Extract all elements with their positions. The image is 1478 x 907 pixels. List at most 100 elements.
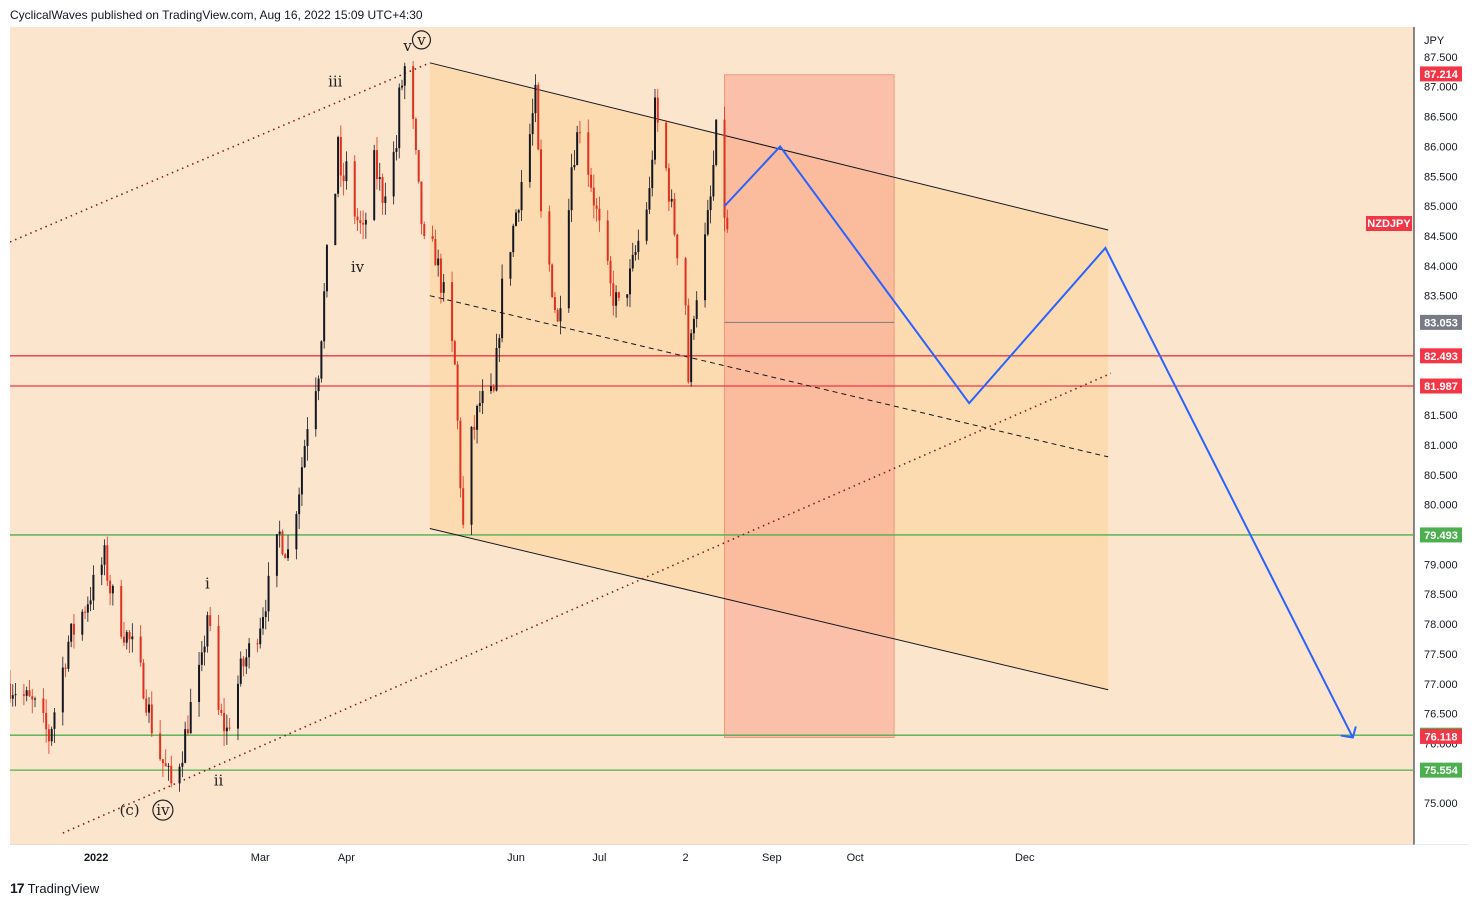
projection-arrowhead bbox=[1340, 726, 1357, 739]
candle-body-162 bbox=[637, 240, 640, 253]
price-badge-label-0: 87.214 bbox=[1424, 69, 1459, 81]
candle-body-109 bbox=[434, 239, 437, 266]
candle-body-127 bbox=[501, 278, 504, 339]
candle-body-167 bbox=[656, 97, 659, 123]
candle-body-98 bbox=[392, 151, 395, 197]
y-tick-24: 87.000 bbox=[1424, 82, 1458, 94]
candle-body-164 bbox=[648, 188, 651, 210]
candle-body-132 bbox=[520, 182, 523, 211]
candle-body-136 bbox=[537, 84, 540, 150]
candle-body-95 bbox=[378, 177, 381, 179]
candle-body-41 bbox=[167, 765, 170, 767]
candle-body-146 bbox=[576, 132, 579, 165]
candle-body-74 bbox=[298, 494, 301, 515]
candle-body-21 bbox=[89, 600, 92, 605]
candle-body-143 bbox=[567, 210, 570, 309]
candle-body-29 bbox=[122, 636, 125, 643]
candle-body-89 bbox=[356, 216, 359, 221]
wave-label-2: i bbox=[205, 574, 210, 592]
candle-body-64 bbox=[259, 628, 262, 645]
candle-body-13 bbox=[61, 667, 64, 713]
candle-body-8 bbox=[42, 698, 45, 713]
candle-body-93 bbox=[373, 150, 376, 220]
candle-body-119 bbox=[473, 426, 476, 430]
wave-circle-7 bbox=[411, 30, 432, 50]
candle-body-81 bbox=[323, 291, 326, 342]
candle-body-47 bbox=[189, 702, 192, 734]
candle-body-40 bbox=[164, 763, 167, 767]
price-badge-7 bbox=[1420, 762, 1462, 778]
candle-body-43 bbox=[178, 766, 181, 784]
candle-body-77 bbox=[306, 429, 309, 447]
tradingview-brand-label: TradingView bbox=[27, 880, 100, 896]
candle-body-115 bbox=[456, 364, 459, 421]
candle-body-73 bbox=[295, 514, 298, 550]
candle-body-58 bbox=[236, 683, 239, 729]
candle-body-36 bbox=[148, 704, 151, 713]
price-badge-3 bbox=[1420, 378, 1462, 394]
time-axis-area bbox=[10, 845, 1468, 872]
candle-body-55 bbox=[223, 712, 226, 732]
candle-body-34 bbox=[142, 662, 145, 699]
candle-body-6 bbox=[31, 696, 34, 700]
candle-body-165 bbox=[651, 159, 654, 189]
price-axis-area bbox=[1414, 27, 1468, 845]
candle-body-54 bbox=[220, 710, 223, 713]
candle-body-67 bbox=[267, 575, 270, 612]
candle-body-172 bbox=[676, 234, 679, 259]
y-tick-25: 87.500 bbox=[1424, 52, 1458, 64]
candle-body-163 bbox=[645, 209, 648, 241]
candle-body-45 bbox=[184, 729, 187, 763]
price-badge-label-1: 83.053 bbox=[1424, 317, 1458, 329]
candle-body-57 bbox=[228, 727, 231, 729]
candle-body-100 bbox=[398, 87, 401, 149]
symbol-badge-label: NZDJPY bbox=[1367, 218, 1411, 230]
wave-label-6: v bbox=[402, 37, 412, 55]
candle-body-183 bbox=[723, 119, 726, 218]
y-tick-17: 83.500 bbox=[1424, 291, 1458, 303]
candle-body-138 bbox=[548, 211, 551, 265]
candle-body-139 bbox=[551, 264, 554, 298]
candle-body-179 bbox=[706, 210, 709, 235]
candle-body-51 bbox=[206, 615, 209, 647]
candle-body-97 bbox=[384, 196, 387, 203]
candle-body-17 bbox=[72, 623, 75, 635]
candle-body-18 bbox=[81, 611, 84, 635]
candle-body-105 bbox=[417, 150, 420, 182]
candle-body-80 bbox=[320, 341, 323, 379]
candle-body-171 bbox=[673, 198, 676, 235]
candle-body-79 bbox=[317, 378, 320, 392]
wave-label-5: iv bbox=[351, 258, 365, 276]
candle-body-20 bbox=[86, 604, 89, 613]
candle-body-19 bbox=[84, 611, 87, 613]
candle-body-175 bbox=[690, 333, 693, 383]
candle-body-28 bbox=[120, 585, 123, 637]
candle-body-91 bbox=[362, 223, 365, 225]
candle-body-161 bbox=[634, 252, 637, 255]
candle-body-84 bbox=[337, 137, 340, 194]
x-tick-4: Jul bbox=[592, 852, 606, 864]
candle-body-155 bbox=[612, 283, 615, 306]
candle-body-44 bbox=[181, 762, 184, 767]
candle-body-156 bbox=[615, 292, 618, 306]
footer-brand[interactable]: 17 TradingView bbox=[10, 880, 99, 896]
price-badge-label-6: 76.118 bbox=[1424, 731, 1457, 743]
candle-body-49 bbox=[200, 652, 203, 665]
candle-body-133 bbox=[528, 134, 531, 183]
candle-body-116 bbox=[459, 420, 462, 489]
candle-body-61 bbox=[245, 657, 248, 667]
candle-body-101 bbox=[401, 85, 404, 88]
candle-body-65 bbox=[261, 617, 264, 629]
candle-body-71 bbox=[284, 554, 287, 559]
candle-body-82 bbox=[325, 245, 328, 292]
candle-body-69 bbox=[278, 531, 281, 535]
candle-body-4 bbox=[25, 690, 28, 696]
candle-body-1 bbox=[11, 695, 14, 699]
projection-path bbox=[723, 144, 1354, 738]
wave-label-7: v bbox=[416, 31, 426, 49]
channel-upper-line bbox=[429, 62, 1109, 231]
candle-body-111 bbox=[439, 258, 442, 293]
candle-body-90 bbox=[359, 220, 362, 224]
y-tick-19: 84.500 bbox=[1424, 231, 1458, 243]
